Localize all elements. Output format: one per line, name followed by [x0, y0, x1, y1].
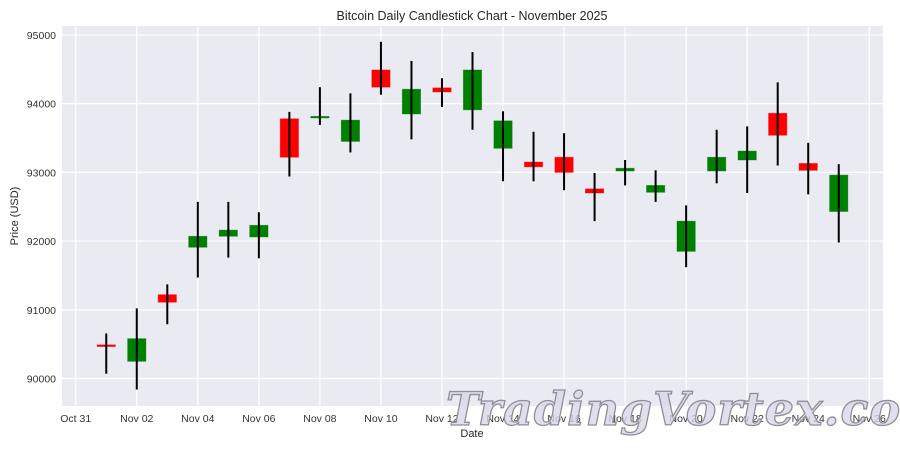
y-tick-label: 94000: [27, 99, 56, 111]
candles: [96, 41, 849, 390]
candle-down: [523, 131, 544, 182]
y-tick-label: 90000: [27, 374, 56, 386]
candle-down: [585, 173, 605, 222]
candle-up: [737, 126, 757, 193]
candle-up: [249, 212, 269, 259]
candle-up: [829, 164, 849, 243]
candle-up: [218, 201, 238, 258]
x-tick-label: Oct 31: [60, 413, 91, 425]
y-tick-label: 95000: [27, 30, 56, 42]
candle-up: [493, 111, 513, 182]
x-tick-label: Nov 06: [242, 413, 275, 425]
candle-down: [798, 142, 818, 195]
x-tick-label: Nov 16: [547, 413, 580, 425]
x-tick-label: Nov 20: [670, 413, 703, 425]
candle-down: [371, 41, 391, 95]
x-axis-ticks: Oct 31 Nov 02 Nov 04 Nov 06 Nov 08 Nov 10 Nov …: [60, 413, 886, 425]
chart-title: Bitcoin Daily Candlestick Chart - Novemb…: [337, 9, 608, 23]
candle-up: [615, 159, 635, 186]
candle-down: [96, 333, 116, 374]
x-tick-label: Nov 14: [486, 413, 519, 425]
candle-up: [127, 308, 147, 390]
y-tick-label: 93000: [27, 167, 56, 179]
candle-up: [310, 87, 330, 125]
x-tick-label: Nov 10: [364, 413, 397, 425]
candle-up: [340, 93, 360, 153]
y-axis-ticks: 90000 91000 92000 93000 94000 95000: [27, 30, 56, 386]
candle-down: [768, 82, 788, 166]
watermark-text: TradingVortex.com: [446, 382, 900, 436]
candle-down: [157, 284, 177, 325]
y-tick-label: 91000: [27, 305, 56, 317]
candle-up: [401, 61, 422, 140]
x-tick-label: Nov 12: [425, 413, 458, 425]
x-tick-label: Nov 26: [853, 413, 886, 425]
x-tick-label: Nov 18: [608, 413, 641, 425]
x-axis-label: Date: [460, 428, 483, 440]
candle-up: [707, 129, 727, 184]
candle-down: [432, 78, 452, 108]
x-tick-label: Nov 02: [120, 413, 153, 425]
x-tick-label: Nov 24: [792, 413, 825, 425]
x-tick-label: Nov 22: [731, 413, 764, 425]
x-tick-label: Nov 08: [303, 413, 336, 425]
candle-up: [462, 52, 483, 130]
x-tick-label: Nov 04: [181, 413, 214, 425]
candle-up: [188, 201, 208, 278]
candle-down: [554, 133, 574, 191]
candle-down: [279, 111, 299, 177]
y-tick-label: 92000: [27, 236, 56, 248]
candle-up: [646, 170, 666, 202]
candle-up: [676, 205, 696, 268]
y-axis-label: Price (USD): [9, 187, 21, 246]
